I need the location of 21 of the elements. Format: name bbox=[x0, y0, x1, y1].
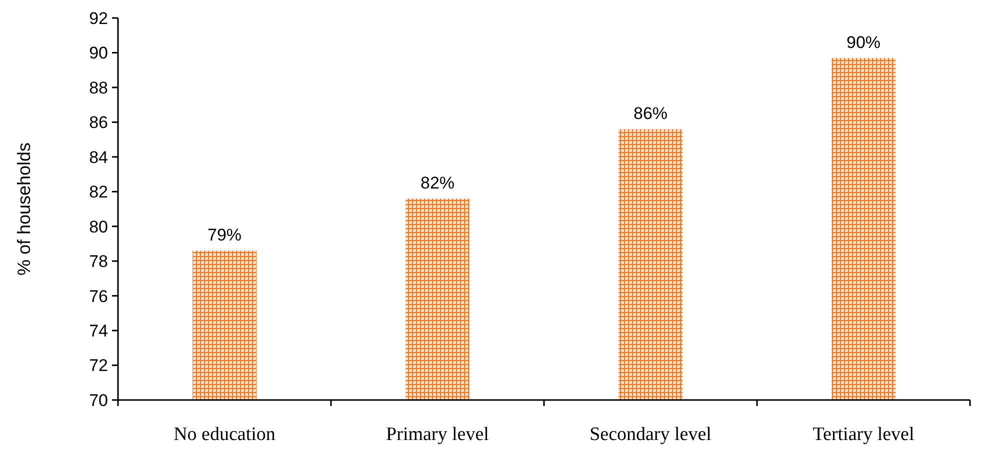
y-tick-label: 86 bbox=[89, 113, 108, 132]
data-label: 82% bbox=[420, 174, 455, 193]
x-tick-label: Secondary level bbox=[590, 424, 712, 445]
data-label: 79% bbox=[207, 226, 242, 245]
y-tick-label: 70 bbox=[89, 390, 108, 410]
y-tick-label: 72 bbox=[89, 356, 108, 376]
y-tick-label: 74 bbox=[89, 321, 108, 340]
data-label: 90% bbox=[846, 32, 881, 52]
x-tick-label: Primary level bbox=[386, 424, 489, 445]
y-tick-label: 76 bbox=[89, 286, 108, 306]
x-tick-label: Tertiary level bbox=[812, 424, 914, 445]
y-tick-label: 88 bbox=[89, 78, 108, 98]
y-tick-label: 92 bbox=[89, 8, 108, 28]
x-tick-label: No education bbox=[174, 424, 276, 445]
y-tick-label: 82 bbox=[89, 182, 108, 202]
y-tick-label: 78 bbox=[89, 252, 108, 272]
y-tick-label: 80 bbox=[89, 217, 108, 236]
y-axis-title: % of households bbox=[14, 142, 34, 276]
y-tick-label: 90 bbox=[89, 44, 108, 63]
y-tick-label: 84 bbox=[89, 148, 108, 167]
data-label: 86% bbox=[633, 104, 668, 124]
